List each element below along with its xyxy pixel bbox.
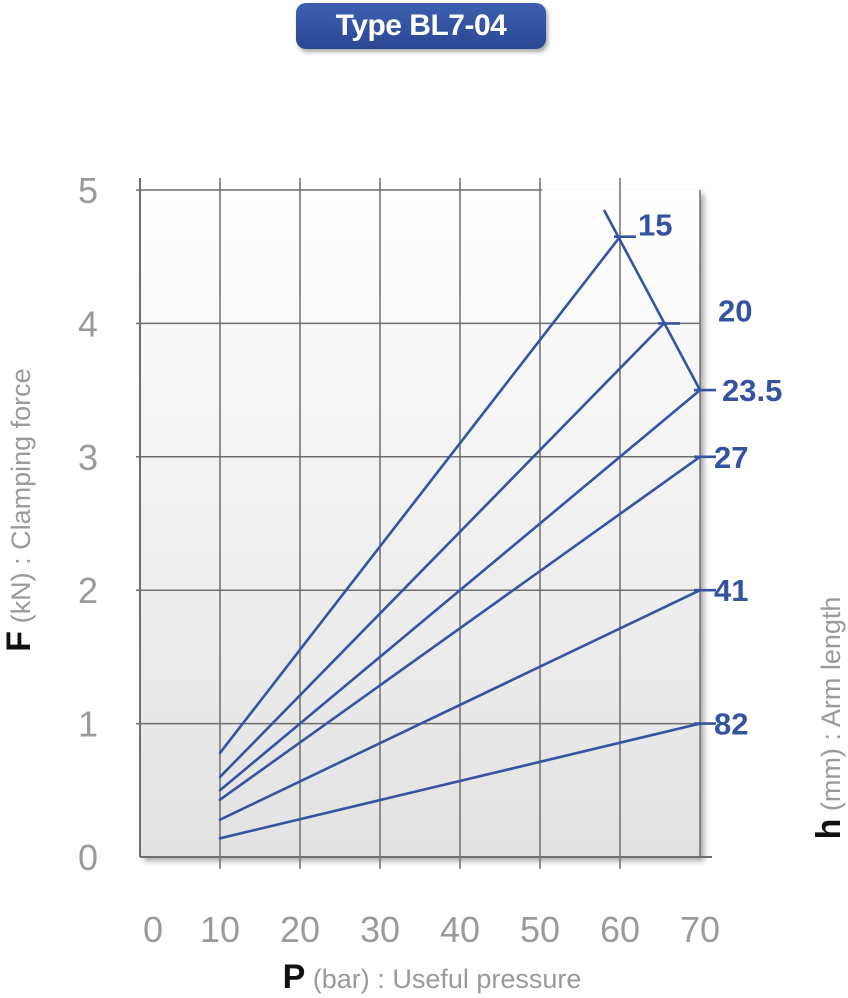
series-line-h-82 <box>218 722 702 840</box>
y-tick-labels: 0 1 2 3 4 5 <box>78 170 98 878</box>
series-line-h-15 <box>218 235 622 755</box>
x-tick-label: 30 <box>360 909 400 950</box>
y-tick-label: 0 <box>78 837 98 878</box>
y-axis-text: : Clamping force <box>6 368 36 565</box>
series-line-h-23.5 <box>218 388 702 792</box>
x-tick-label: 50 <box>520 909 560 950</box>
limit-line <box>602 209 702 391</box>
series-line-h-27 <box>218 455 702 801</box>
series-lines <box>218 209 702 840</box>
series-label-h-20: 20 <box>718 293 752 328</box>
x-tick-labels: 0 10 20 30 40 50 60 70 <box>143 909 720 950</box>
series-label-h-82: 82 <box>714 707 748 742</box>
plot-background <box>140 190 700 857</box>
series-label-h-23.5: 23.5 <box>722 373 782 408</box>
y-tick-label: 3 <box>78 437 98 478</box>
series-line-h-20 <box>218 322 666 779</box>
series-line-h-41 <box>218 588 702 821</box>
y-axis-unit: (kN) <box>6 572 36 623</box>
x-axis-symbol: P <box>283 958 306 996</box>
y-tick-label: 5 <box>78 170 98 211</box>
x-tick-label: 40 <box>440 909 480 950</box>
right-axis-unit: (mm) <box>816 748 846 811</box>
series-label-h-15: 15 <box>638 208 672 243</box>
x-tick-label: 10 <box>200 909 240 950</box>
y-tick-label: 1 <box>78 704 98 745</box>
y-axis-title: F (kN) : Clamping force <box>0 368 38 651</box>
x-tick-label: 60 <box>600 909 640 950</box>
chart-title-badge: Type BL7-04 <box>296 3 546 49</box>
right-axis-title: h (mm) : Arm length <box>810 597 848 840</box>
x-tick-label: 0 <box>143 909 163 950</box>
x-axis-unit: (bar) <box>313 964 370 994</box>
x-tick-label: 70 <box>680 909 720 950</box>
y-axis-symbol: F <box>0 631 38 652</box>
series-label-h-41: 41 <box>714 573 748 608</box>
series-labels: 15 20 23.5 27 41 82 <box>614 208 782 742</box>
y-tick-label: 2 <box>78 570 98 611</box>
x-tick-label: 20 <box>280 909 320 950</box>
x-axis-title: P (bar) : Useful pressure <box>283 958 582 996</box>
x-axis-text: : Useful pressure <box>377 964 581 994</box>
right-axis-text: : Arm length <box>816 597 846 741</box>
right-axis-symbol: h <box>810 819 848 840</box>
y-tick-label: 4 <box>78 303 98 344</box>
series-label-h-27: 27 <box>714 440 748 475</box>
